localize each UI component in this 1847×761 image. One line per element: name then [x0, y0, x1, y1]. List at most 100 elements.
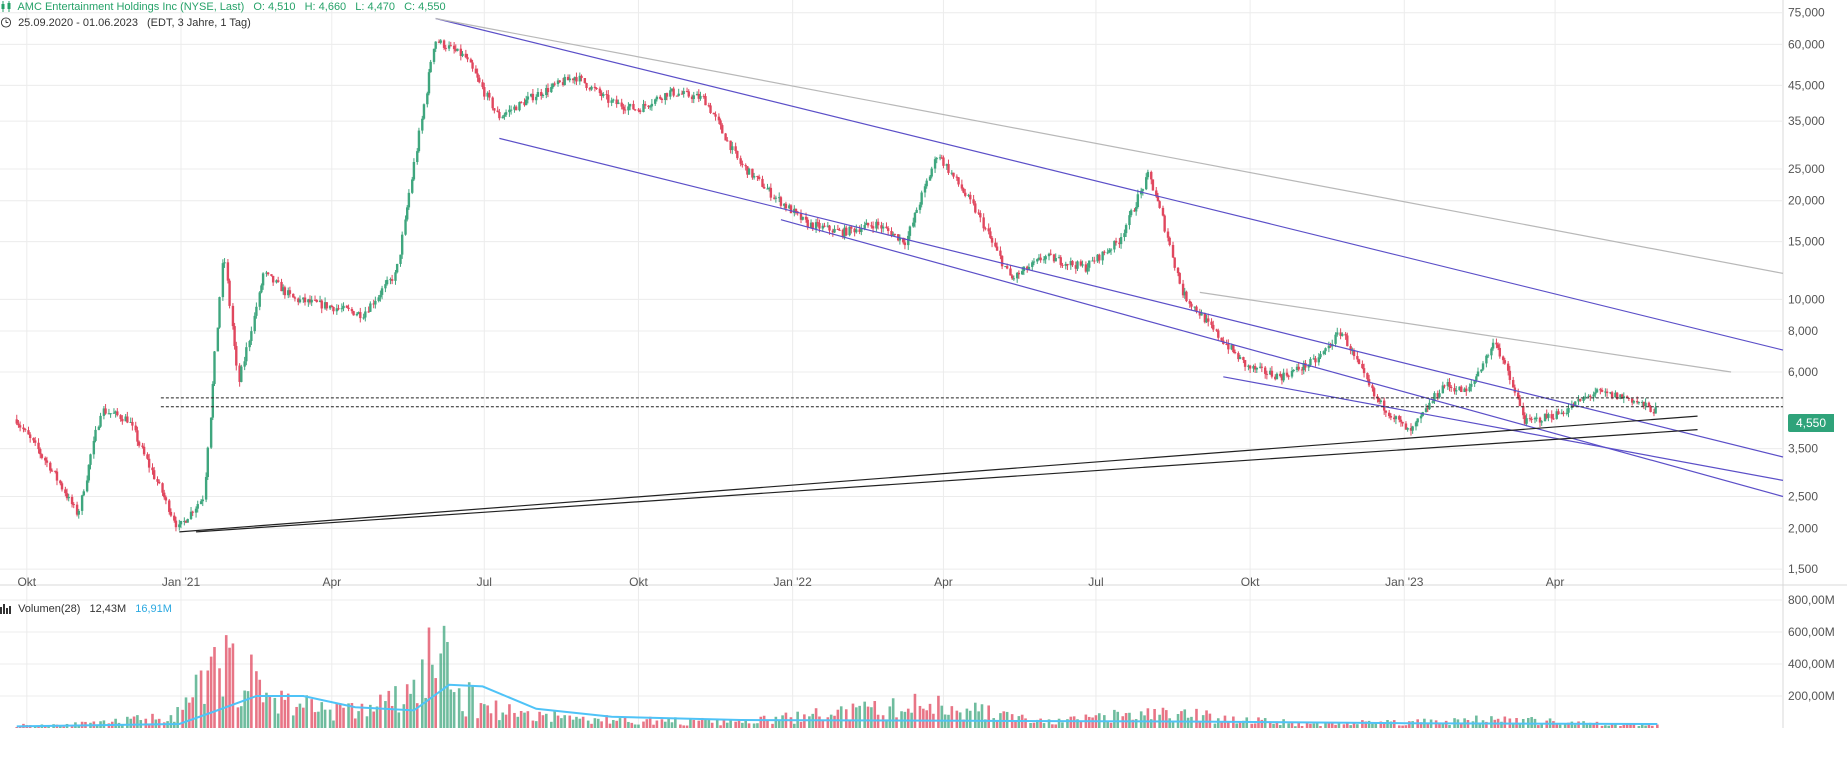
- volume-bar: [1238, 721, 1242, 728]
- candle-body: [231, 305, 235, 327]
- volume-bar: [839, 706, 843, 728]
- candle-body: [449, 45, 452, 47]
- candle-body: [1031, 262, 1034, 267]
- volume-bar: [320, 702, 324, 728]
- volume-bar: [1134, 719, 1138, 728]
- volume-bar: [781, 715, 784, 728]
- volume-bar: [181, 709, 184, 728]
- volume-bar: [950, 706, 954, 728]
- volume-bar: [1278, 725, 1282, 728]
- candle-body: [757, 176, 761, 179]
- volume-bar: [600, 721, 603, 728]
- volume-bar: [357, 711, 360, 728]
- candle-body: [1010, 275, 1014, 279]
- volume-bar: [402, 704, 406, 728]
- candle-body: [607, 94, 610, 103]
- candle-body: [164, 497, 168, 501]
- candle-body: [1000, 255, 1004, 267]
- candle-body: [1215, 329, 1218, 331]
- candle-body: [1151, 179, 1155, 191]
- candle-body: [918, 204, 922, 210]
- candle-body: [114, 411, 117, 413]
- candle-body: [945, 164, 948, 166]
- candle-body: [1587, 395, 1590, 397]
- candle-body: [1599, 389, 1602, 391]
- candle-body: [17, 423, 20, 426]
- candle-body: [1495, 342, 1498, 345]
- candle-body: [258, 292, 261, 307]
- candle-body: [471, 62, 474, 69]
- volume-bar: [674, 717, 677, 728]
- candle-body: [218, 297, 221, 328]
- volume-bar: [224, 635, 228, 728]
- volume-bar: [489, 713, 493, 728]
- candle-body: [593, 86, 597, 89]
- candle-body: [389, 279, 392, 281]
- candle-body: [357, 312, 360, 314]
- volume-bar: [1300, 725, 1304, 728]
- volume-tick-label: 800,00M: [1788, 593, 1835, 607]
- volume-bar: [1352, 722, 1356, 728]
- candle-body: [233, 326, 236, 347]
- candle-body: [1037, 257, 1041, 260]
- candle-body: [1193, 306, 1197, 308]
- candle-body: [352, 311, 355, 316]
- period-meta: (EDT, 3 Jahre, 1 Tag): [147, 17, 251, 29]
- volume-bar: [848, 720, 851, 728]
- volume-bar: [452, 692, 456, 728]
- candle-body: [816, 222, 819, 224]
- candle-body: [307, 299, 310, 303]
- candle-body: [325, 302, 328, 309]
- candle-body: [1605, 391, 1609, 394]
- volume-bar: [608, 723, 612, 728]
- candle-body: [332, 306, 335, 312]
- volume-bar: [1047, 719, 1051, 728]
- candle-body: [1619, 394, 1622, 400]
- candle-body: [1443, 385, 1446, 387]
- candle-body: [1468, 386, 1471, 392]
- volume-bar: [759, 716, 763, 728]
- candle-body: [1610, 392, 1614, 398]
- volume-bar: [766, 719, 769, 728]
- candle-body: [1450, 386, 1453, 389]
- candle-body: [1071, 261, 1074, 266]
- candle-body: [298, 299, 302, 303]
- candle-body: [655, 96, 659, 100]
- candle-body: [920, 192, 923, 205]
- volume-bar: [534, 721, 538, 728]
- candle-body: [677, 93, 680, 96]
- volume-bar: [1312, 723, 1316, 728]
- candle-body: [1005, 266, 1009, 269]
- candle-body: [519, 102, 523, 104]
- candle-body: [1230, 345, 1233, 350]
- volume-bar: [870, 707, 873, 728]
- candle-body: [87, 464, 91, 481]
- volume-bar: [1364, 721, 1368, 728]
- candle-body: [1485, 355, 1488, 364]
- candle-body: [129, 421, 132, 423]
- candle-body: [183, 520, 186, 522]
- candle-body: [1049, 253, 1052, 255]
- candle-body: [142, 446, 146, 455]
- volume-bar: [1220, 721, 1223, 728]
- candle-body: [1243, 360, 1247, 367]
- volume-bar: [715, 719, 719, 728]
- candle-body: [310, 299, 313, 303]
- volume-bar: [729, 720, 732, 728]
- candle-body: [1356, 356, 1359, 360]
- candle-body: [429, 61, 432, 73]
- candle-body: [508, 109, 511, 113]
- candle-body: [1134, 207, 1138, 212]
- candle-body: [736, 150, 739, 159]
- volume-bar: [928, 703, 932, 728]
- candle-body: [573, 77, 576, 81]
- candle-body: [1642, 401, 1646, 407]
- candle-body: [206, 447, 209, 478]
- candle-body: [209, 417, 213, 448]
- candle-body: [545, 88, 548, 96]
- volume-bar: [1330, 721, 1334, 728]
- y-tick-label: 3,500: [1788, 442, 1818, 456]
- candle-body: [406, 207, 409, 220]
- candle-body: [1389, 416, 1393, 418]
